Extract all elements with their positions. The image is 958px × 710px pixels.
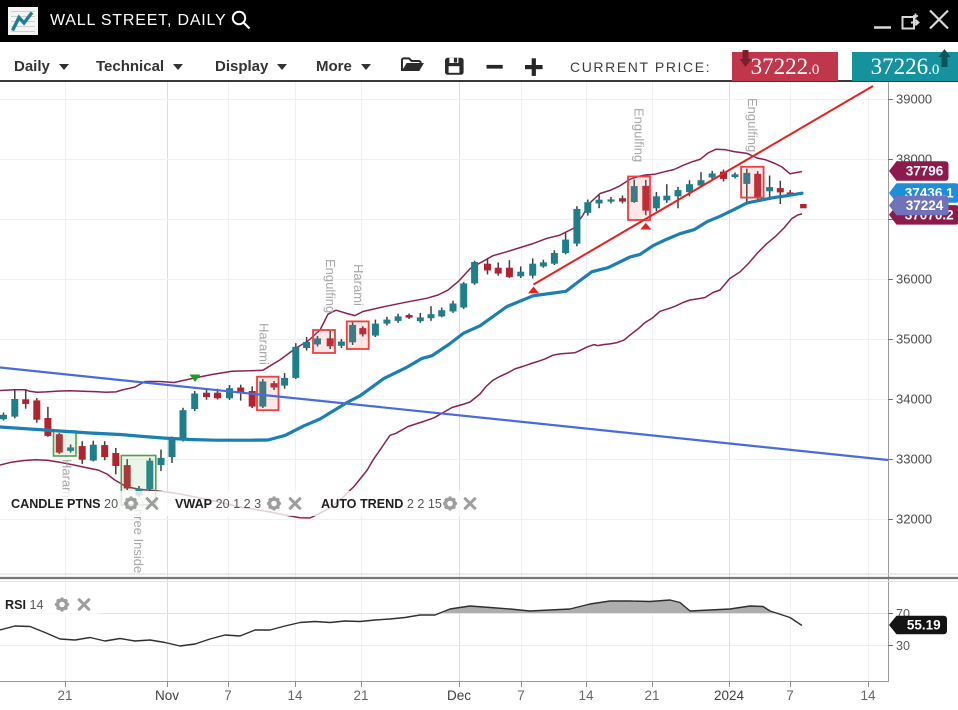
svg-text:7: 7 xyxy=(224,688,232,703)
svg-text:14: 14 xyxy=(860,688,876,703)
svg-text:7: 7 xyxy=(786,688,794,703)
svg-text:Engulfing: Engulfing xyxy=(323,259,338,313)
svg-text:Engulfing: Engulfing xyxy=(745,98,760,152)
svg-text:Engulfing: Engulfing xyxy=(632,108,647,162)
svg-text:21: 21 xyxy=(57,688,72,703)
svg-text:Nov: Nov xyxy=(155,688,179,703)
svg-text:33000: 33000 xyxy=(896,452,932,467)
svg-text:Three Inside: Three Inside xyxy=(131,501,146,573)
svg-text:2024: 2024 xyxy=(714,688,745,703)
svg-text:AUTO TREND 2 2 15: AUTO TREND 2 2 15 xyxy=(321,497,442,511)
svg-text:30: 30 xyxy=(896,639,910,653)
svg-text:14: 14 xyxy=(287,688,303,703)
svg-text:VWAP 20 1 2 3: VWAP 20 1 2 3 xyxy=(175,497,261,511)
svg-text:39000: 39000 xyxy=(896,92,932,107)
svg-text:Dec: Dec xyxy=(447,688,471,703)
svg-text:Harami: Harami xyxy=(60,459,75,501)
svg-text:37224: 37224 xyxy=(906,198,944,213)
svg-text:55.19: 55.19 xyxy=(907,618,941,633)
svg-text:32000: 32000 xyxy=(896,512,932,527)
svg-text:14: 14 xyxy=(578,688,594,703)
svg-text:35000: 35000 xyxy=(896,332,932,347)
svg-text:21: 21 xyxy=(644,688,659,703)
svg-text:CANDLE PTNS 20: CANDLE PTNS 20 xyxy=(11,497,118,511)
svg-text:Harami: Harami xyxy=(257,323,272,365)
svg-text:21: 21 xyxy=(353,688,368,703)
svg-text:34000: 34000 xyxy=(896,392,932,407)
svg-text:7: 7 xyxy=(517,688,525,703)
svg-text:36000: 36000 xyxy=(896,272,932,287)
svg-text:37796: 37796 xyxy=(906,164,944,179)
svg-text:RSI 14: RSI 14 xyxy=(5,598,44,612)
svg-text:Harami: Harami xyxy=(351,264,366,306)
